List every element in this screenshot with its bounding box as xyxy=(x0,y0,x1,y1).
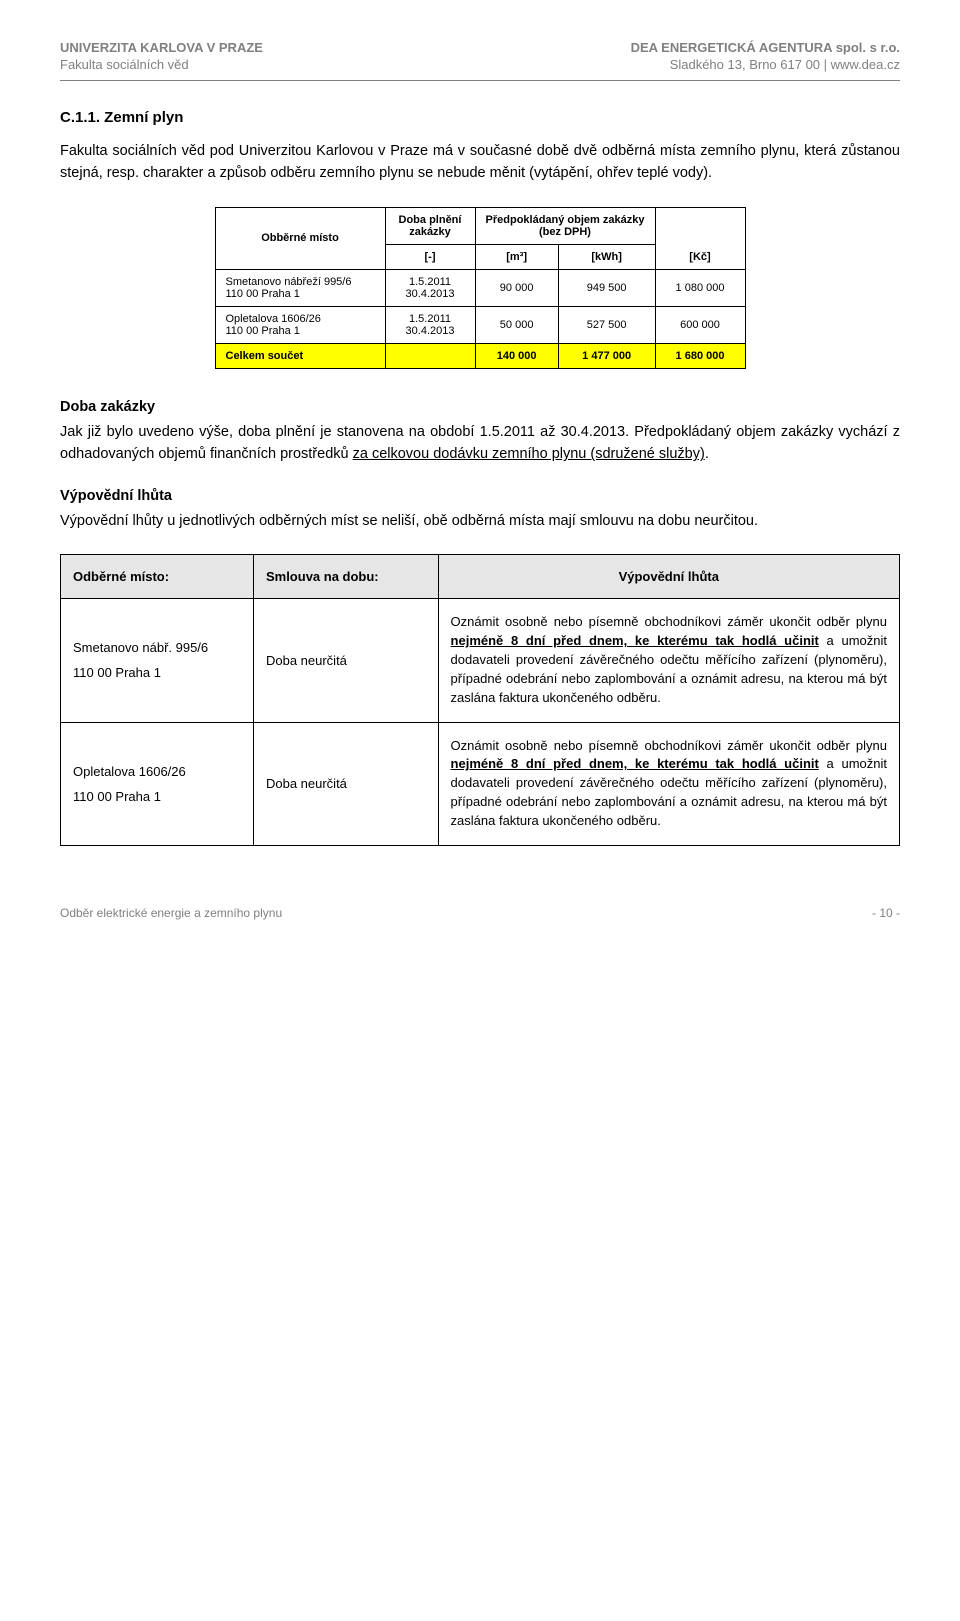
table-row: Smetanovo nábř. 995/6 110 00 Praha 1 Dob… xyxy=(61,599,900,722)
doba-heading: Doba zakázky xyxy=(60,399,900,415)
cell-period: 1.5.2011 30.4.2013 xyxy=(385,306,475,343)
cell-total-m3: 140 000 xyxy=(475,343,558,368)
note-underlined: nejméně 8 dní před dnem, ke kterému tak … xyxy=(451,633,819,648)
table-row: Opletalova 1606/26 110 00 Praha 1 1.5.20… xyxy=(215,306,745,343)
cell-total-kwh: 1 477 000 xyxy=(558,343,655,368)
col-header-objem: Předpokládaný objem zakázky (bez DPH) xyxy=(475,207,655,244)
header-left-top: UNIVERZITA KARLOVA V PRAZE xyxy=(60,40,263,55)
cell-kc: 1 080 000 xyxy=(655,269,745,306)
unit-dash: [-] xyxy=(385,244,475,269)
cell-note: Oznámit osobně nebo písemně obchodníkovi… xyxy=(438,599,899,722)
cell-total-label: Celkem součet xyxy=(215,343,385,368)
page: UNIVERZITA KARLOVA V PRAZE DEA ENERGETIC… xyxy=(0,0,960,950)
section-title: C.1.1. Zemní plyn xyxy=(60,109,900,126)
place-line1: Opletalova 1606/26 xyxy=(73,764,241,779)
unit-kwh: [kWh] xyxy=(558,244,655,269)
place-line1: Smetanovo nábř. 995/6 xyxy=(73,640,241,655)
header-right-top: DEA ENERGETICKÁ AGENTURA spol. s r.o. xyxy=(631,40,900,55)
note-pre: Oznámit osobně nebo písemně obchodníkovi… xyxy=(451,614,887,629)
col-header-doba: Doba plnění zakázky xyxy=(385,207,475,244)
footer-right: - 10 - xyxy=(872,906,900,920)
cell-duration: Doba neurčitá xyxy=(253,722,438,845)
col-header-smlouva: Smlouva na dobu: xyxy=(253,555,438,599)
cell-m3: 50 000 xyxy=(475,306,558,343)
vypovedni-paragraph: Výpovědní lhůty u jednotlivých odběrných… xyxy=(60,510,900,532)
page-footer: Odběr elektrické energie a zemního plynu… xyxy=(60,906,900,920)
doba-text-underlined: za celkovou dodávku zemního plynu (sdruž… xyxy=(353,446,705,462)
doba-paragraph: Jak již bylo uvedeno výše, doba plnění j… xyxy=(60,421,900,466)
table-row: Opletalova 1606/26 110 00 Praha 1 Doba n… xyxy=(61,722,900,845)
table-row-total: Celkem součet 140 000 1 477 000 1 680 00… xyxy=(215,343,745,368)
cell-period: 1.5.2011 30.4.2013 xyxy=(385,269,475,306)
note-underlined: nejméně 8 dní před dnem, ke kterému tak … xyxy=(451,756,819,771)
header-left-sub: Fakulta sociálních věd xyxy=(60,57,189,72)
intro-paragraph: Fakulta sociálních věd pod Univerzitou K… xyxy=(60,140,900,185)
cell-kwh: 527 500 xyxy=(558,306,655,343)
doba-text-post: . xyxy=(705,446,709,462)
col-header-odberne: Odběrné místo: xyxy=(61,555,254,599)
cell-duration: Doba neurčitá xyxy=(253,599,438,722)
note-pre: Oznámit osobně nebo písemně obchodníkovi… xyxy=(451,738,887,753)
cell-kwh: 949 500 xyxy=(558,269,655,306)
place-line2: 110 00 Praha 1 xyxy=(73,665,241,680)
vypovedni-heading: Výpovědní lhůta xyxy=(60,488,900,504)
header-right-sub: Sladkého 13, Brno 617 00 | www.dea.cz xyxy=(670,57,900,72)
cell-place: Opletalova 1606/26 110 00 Praha 1 xyxy=(215,306,385,343)
unit-kc: [Kč] xyxy=(655,244,745,269)
table-row: Obběrné místo Doba plnění zakázky Předpo… xyxy=(215,207,745,244)
col-header-blank xyxy=(655,207,745,244)
place-line2: 110 00 Praha 1 xyxy=(73,789,241,804)
table-row: Odběrné místo: Smlouva na dobu: Výpovědn… xyxy=(61,555,900,599)
cell-note: Oznámit osobně nebo písemně obchodníkovi… xyxy=(438,722,899,845)
col-header-lhuta: Výpovědní lhůta xyxy=(438,555,899,599)
cell-m3: 90 000 xyxy=(475,269,558,306)
footer-left: Odběr elektrické energie a zemního plynu xyxy=(60,906,282,920)
col-header-misto: Obběrné místo xyxy=(215,207,385,269)
cell-total-kc: 1 680 000 xyxy=(655,343,745,368)
cell-place: Smetanovo nábř. 995/6 110 00 Praha 1 xyxy=(61,599,254,722)
cell-total-blank xyxy=(385,343,475,368)
table1-container: Obběrné místo Doba plnění zakázky Předpo… xyxy=(60,207,900,369)
cell-place: Smetanovo nábřeží 995/6 110 00 Praha 1 xyxy=(215,269,385,306)
table-row: Smetanovo nábřeží 995/6 110 00 Praha 1 1… xyxy=(215,269,745,306)
page-header-top: UNIVERZITA KARLOVA V PRAZE DEA ENERGETIC… xyxy=(60,40,900,55)
unit-m3: [m³] xyxy=(475,244,558,269)
objem-table: Obběrné místo Doba plnění zakázky Předpo… xyxy=(215,207,746,369)
cell-kc: 600 000 xyxy=(655,306,745,343)
table2-container: Odběrné místo: Smlouva na dobu: Výpovědn… xyxy=(60,554,900,845)
cell-place: Opletalova 1606/26 110 00 Praha 1 xyxy=(61,722,254,845)
header-divider xyxy=(60,80,900,81)
vypovedni-table: Odběrné místo: Smlouva na dobu: Výpovědn… xyxy=(60,554,900,845)
page-header-sub: Fakulta sociálních věd Sladkého 13, Brno… xyxy=(60,57,900,72)
